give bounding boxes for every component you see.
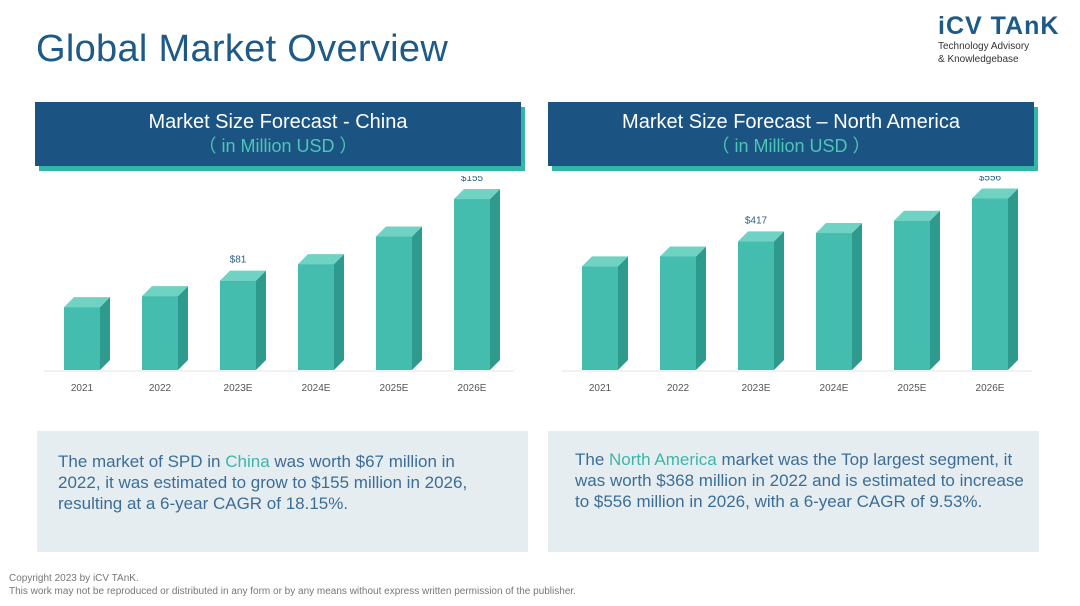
north-america-bar-2022 — [660, 256, 696, 370]
copyright-text: Copyright 2023 by iCV TAnK. — [9, 573, 139, 584]
north-america-bar-2025e — [894, 220, 930, 370]
north-america-bar-top-2026e — [972, 188, 1018, 199]
china-bar-side-2026e — [490, 189, 500, 370]
north-america-summary-text-post: market was the Top largest segment, it w… — [575, 450, 1024, 511]
north-america-bar-side-2024e — [852, 223, 862, 370]
north-america-bar-side-2021 — [618, 256, 628, 370]
china-bar-2024e — [298, 264, 334, 370]
north-america-bar-top-2025e — [894, 210, 940, 221]
logo: iCV TAnK Technology Advisory & Knowledge… — [938, 12, 1059, 66]
north-america-bar-side-2025e — [930, 210, 940, 370]
north-america-summary-box: The North America market was the Top lar… — [548, 431, 1039, 552]
china-bar-side-2022 — [178, 286, 188, 370]
logo-tagline-line1: Technology Advisory — [938, 41, 1030, 52]
china-bar-2021 — [64, 307, 100, 370]
north-america-summary-highlight: North America — [609, 450, 717, 469]
china-bar-2026e — [454, 199, 490, 370]
china-bar-top-2023e — [220, 270, 266, 281]
north-america-tick-label-2026e: 2026E — [976, 383, 1005, 394]
china-tick-label-2024e: 2024E — [302, 383, 331, 394]
north-america-bar-top-2021 — [582, 256, 628, 267]
china-bar-side-2023e — [256, 270, 266, 370]
north-america-tick-label-2025e: 2025E — [898, 383, 927, 394]
china-summary-text-pre: The market of SPD in — [58, 452, 226, 471]
rights-notice: This work may not be reproduced or distr… — [9, 586, 576, 597]
north-america-tick-label-2023e: 2023E — [742, 383, 771, 394]
north-america-bar-top-2022 — [660, 246, 706, 257]
north-america-bar-side-2022 — [696, 246, 706, 370]
north-america-bar-side-2023e — [774, 231, 784, 370]
china-bar-top-2021 — [64, 297, 110, 308]
china-panel-title: Market Size Forecast - China — [148, 111, 408, 133]
china-bar-side-2021 — [100, 297, 110, 370]
china-tick-label-2023e: 2023E — [224, 383, 253, 394]
china-tick-label-2021: 2021 — [71, 383, 94, 394]
china-tick-label-2025e: 2025E — [380, 383, 409, 394]
north-america-tick-label-2021: 2021 — [589, 383, 612, 394]
china-tick-label-2026e: 2026E — [458, 383, 487, 394]
china-bar-side-2025e — [412, 226, 422, 370]
china-data-label-2026e: $155 — [461, 176, 484, 184]
north-america-panel-header: Market Size Forecast – North America （ i… — [548, 102, 1034, 166]
north-america-tick-label-2024e: 2024E — [820, 383, 849, 394]
logo-tagline-line2: & Knowledgebase — [938, 54, 1019, 65]
china-bar-top-2025e — [376, 226, 422, 237]
north-america-tick-label-2022: 2022 — [667, 383, 690, 394]
china-summary-box: The market of SPD in China was worth $67… — [37, 431, 528, 552]
north-america-market-chart: 2021 2022 2023E $417 2024E 2025E 2026E $556 — [562, 176, 1032, 394]
north-america-bar-top-2024e — [816, 223, 862, 234]
china-bar-side-2024e — [334, 254, 344, 370]
china-bar-2023e — [220, 280, 256, 370]
china-bar-top-2024e — [298, 254, 344, 265]
china-panel-unit: （ in Million USD ） — [198, 136, 358, 156]
north-america-panel-title: Market Size Forecast – North America — [622, 111, 960, 133]
china-data-label-2023e: $81 — [230, 255, 247, 266]
china-market-chart: 2021 2022 2023E $81 2024E 2025E 2026E $155 — [44, 176, 514, 394]
logo-mark: iCV TAnK — [938, 12, 1060, 40]
footer: Copyright 2023 by iCV TAnK. This work ma… — [9, 572, 576, 598]
north-america-data-label-2023e: $417 — [745, 215, 768, 226]
north-america-bar-top-2023e — [738, 231, 784, 242]
china-bar-2022 — [142, 296, 178, 370]
north-america-bar-2023e — [738, 241, 774, 370]
china-tick-label-2022: 2022 — [149, 383, 172, 394]
page-title: Global Market Overview — [36, 28, 449, 70]
china-panel-header: Market Size Forecast - China （ in Millio… — [35, 102, 521, 166]
china-bar-2025e — [376, 236, 412, 370]
china-bar-top-2022 — [142, 286, 188, 297]
north-america-bar-2026e — [972, 198, 1008, 370]
china-summary-text-post: was worth $67 million in 2022, it was es… — [58, 452, 468, 513]
north-america-summary-text-pre: The — [575, 450, 610, 469]
north-america-bar-side-2026e — [1008, 188, 1018, 370]
north-america-bar-2021 — [582, 266, 618, 370]
china-bar-top-2026e — [454, 189, 500, 200]
north-america-bar-2024e — [816, 233, 852, 370]
china-summary-highlight: China — [225, 452, 270, 471]
north-america-data-label-2026e: $556 — [979, 176, 1002, 183]
north-america-panel-unit: （ in Million USD ） — [711, 136, 871, 156]
